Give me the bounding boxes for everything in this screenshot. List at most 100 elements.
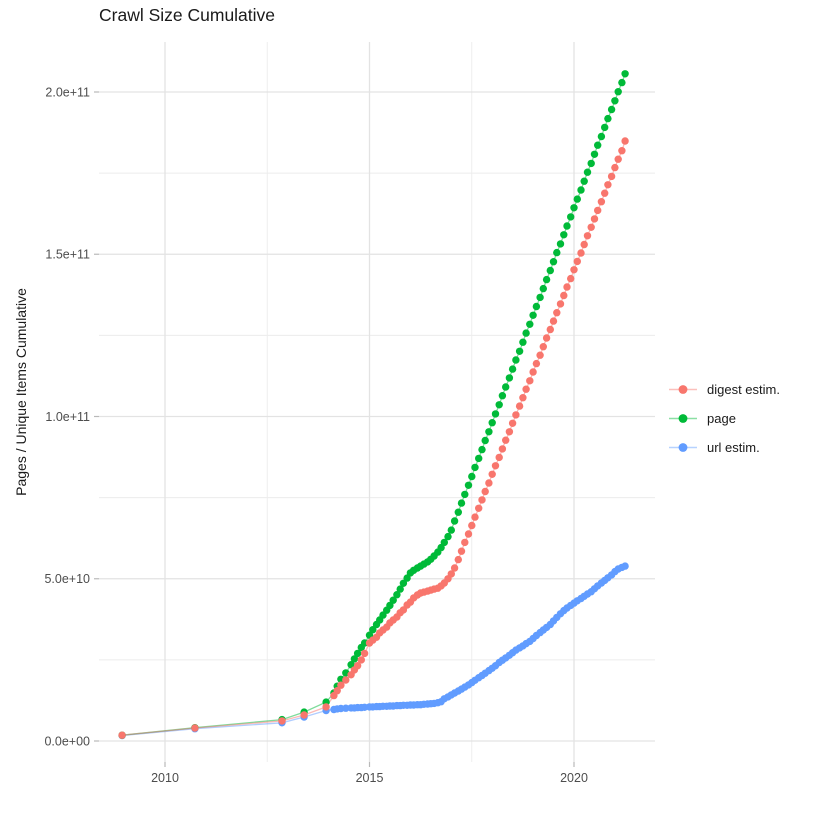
legend-label-page: page bbox=[707, 411, 736, 426]
chart-title: Crawl Size Cumulative bbox=[99, 5, 276, 25]
data-point bbox=[519, 338, 527, 346]
data-point bbox=[396, 585, 404, 593]
data-point bbox=[357, 656, 365, 664]
data-point bbox=[604, 114, 612, 123]
data-point bbox=[519, 394, 527, 402]
data-point bbox=[560, 291, 568, 300]
data-point bbox=[597, 198, 606, 206]
data-point bbox=[508, 419, 517, 427]
data-point bbox=[583, 232, 592, 240]
data-point bbox=[461, 490, 469, 499]
data-point bbox=[529, 368, 537, 376]
data-point bbox=[539, 284, 547, 293]
data-point bbox=[611, 97, 619, 105]
data-point bbox=[515, 402, 524, 410]
data-point bbox=[539, 343, 547, 351]
data-point bbox=[587, 159, 595, 168]
y-tick-label: 2.0e+11 bbox=[45, 85, 90, 99]
data-point bbox=[353, 662, 362, 670]
data-point bbox=[549, 317, 558, 325]
data-point bbox=[526, 320, 534, 328]
data-point bbox=[454, 508, 462, 516]
data-point bbox=[464, 481, 473, 489]
x-tick-label: 2015 bbox=[356, 771, 384, 785]
legend-item-digest-estim: digest estim. bbox=[668, 379, 780, 400]
data-point bbox=[342, 676, 350, 684]
data-point bbox=[488, 419, 496, 427]
data-point bbox=[607, 172, 616, 181]
data-point bbox=[580, 240, 588, 249]
legend-item-url-estim: url estim. bbox=[668, 437, 780, 458]
data-point bbox=[488, 470, 496, 478]
data-point bbox=[457, 499, 466, 507]
legend-key-page-icon bbox=[669, 414, 697, 423]
data-point bbox=[570, 204, 578, 212]
data-point bbox=[464, 530, 473, 538]
data-point bbox=[502, 383, 510, 391]
legend-key-digest-estim-icon bbox=[669, 385, 697, 394]
data-point bbox=[399, 579, 408, 587]
data-point bbox=[529, 311, 537, 319]
data-point bbox=[342, 704, 350, 712]
data-point bbox=[498, 445, 507, 453]
data-point bbox=[563, 222, 571, 230]
series-line-digest-estim- bbox=[122, 140, 626, 736]
data-point bbox=[590, 150, 599, 158]
data-point bbox=[353, 649, 362, 658]
data-point bbox=[512, 356, 520, 364]
data-point bbox=[515, 347, 524, 355]
data-point bbox=[457, 547, 466, 555]
data-point bbox=[587, 223, 595, 231]
data-point bbox=[601, 189, 609, 197]
data-point bbox=[191, 724, 199, 732]
data-point bbox=[491, 410, 500, 418]
data-point bbox=[450, 564, 459, 572]
data-point bbox=[278, 717, 286, 725]
data-point bbox=[573, 195, 581, 203]
y-axis-title: Pages / Unique Items Cumulative bbox=[13, 288, 29, 496]
data-point bbox=[471, 513, 479, 521]
data-point bbox=[502, 436, 510, 444]
data-point bbox=[607, 105, 616, 114]
data-point bbox=[577, 249, 585, 257]
series-points-url-estim- bbox=[118, 562, 629, 740]
data-point bbox=[491, 462, 500, 470]
data-point bbox=[360, 649, 369, 658]
data-point bbox=[389, 596, 397, 604]
data-point bbox=[475, 504, 483, 512]
data-point bbox=[485, 428, 493, 436]
data-point bbox=[522, 385, 530, 393]
data-point bbox=[532, 359, 541, 368]
data-point bbox=[468, 472, 476, 481]
data-point bbox=[590, 215, 599, 223]
data-point bbox=[495, 453, 503, 462]
data-point bbox=[522, 329, 530, 337]
data-point bbox=[471, 463, 479, 472]
data-point bbox=[481, 436, 489, 445]
data-point bbox=[478, 445, 486, 454]
data-point bbox=[118, 731, 126, 739]
legend-label-url-estim: url estim. bbox=[707, 440, 760, 455]
data-point bbox=[536, 351, 544, 359]
data-point bbox=[560, 231, 568, 239]
data-point bbox=[546, 266, 554, 275]
legend-label-digest-estim: digest estim. bbox=[707, 382, 780, 397]
data-point bbox=[450, 517, 459, 525]
data-point bbox=[300, 711, 308, 719]
data-point bbox=[337, 681, 345, 689]
data-point bbox=[447, 526, 455, 534]
data-point bbox=[542, 334, 551, 342]
data-point bbox=[573, 257, 581, 266]
data-point bbox=[505, 428, 514, 436]
legend-key-url-estim-icon bbox=[669, 443, 697, 452]
data-point bbox=[440, 538, 448, 547]
data-point bbox=[532, 302, 541, 311]
data-point bbox=[618, 78, 626, 87]
data-point bbox=[621, 137, 629, 145]
data-point bbox=[553, 309, 561, 317]
data-point bbox=[621, 70, 629, 78]
data-point bbox=[611, 163, 619, 172]
data-point bbox=[475, 454, 483, 463]
